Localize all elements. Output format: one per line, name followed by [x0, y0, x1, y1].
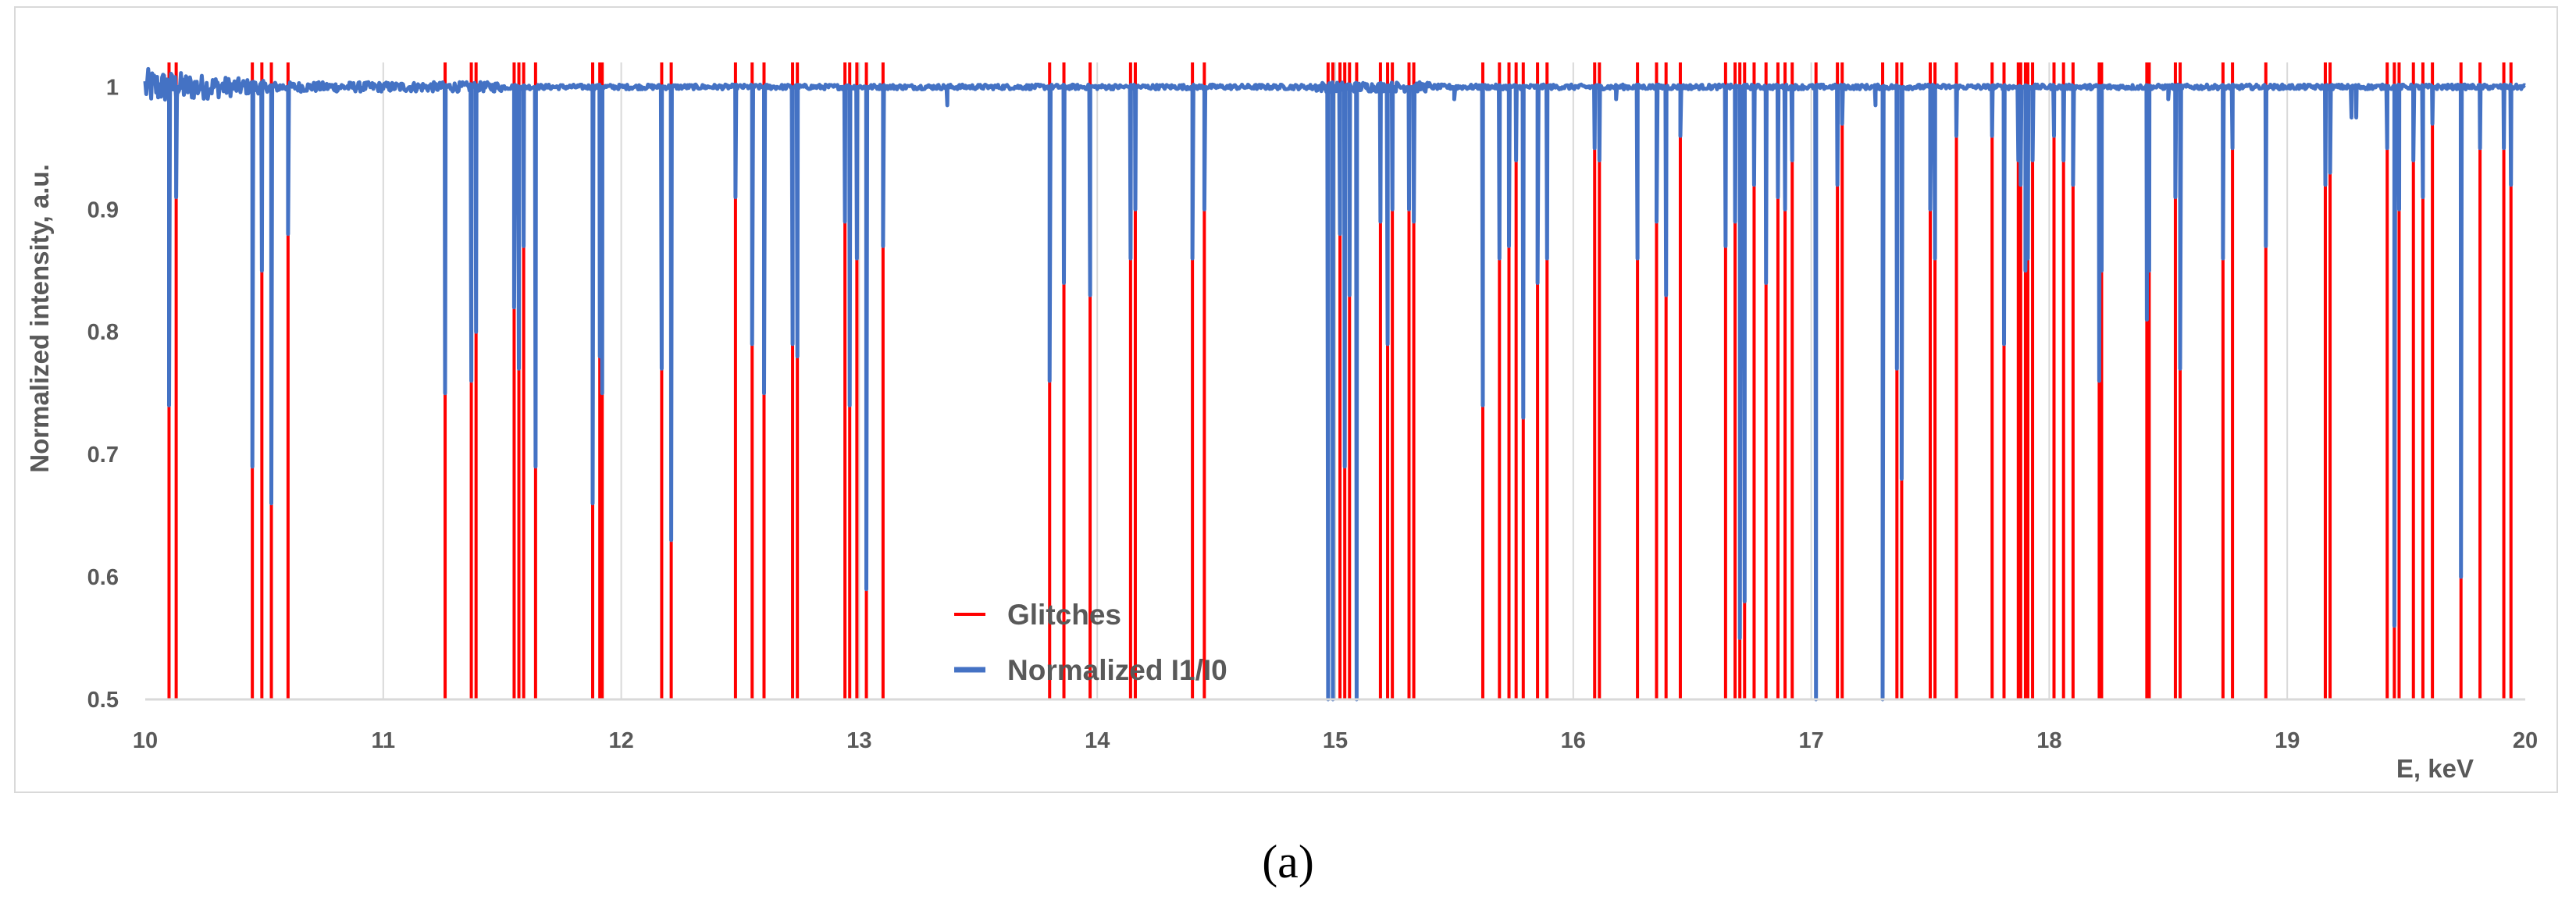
x-axis-title: E, keV — [2396, 754, 2474, 783]
x-tick-label: 17 — [1798, 728, 1823, 753]
x-tick-label: 13 — [846, 728, 871, 753]
y-tick-label: 1 — [106, 75, 119, 100]
x-tick-label: 20 — [2513, 728, 2538, 753]
x-tick-label: 10 — [133, 728, 158, 753]
normalized-line — [143, 66, 2527, 702]
y-axis-title: Normalized intensity, a.u. — [25, 164, 54, 472]
x-tick-label: 16 — [1561, 728, 1586, 753]
figure-caption: (a) — [1262, 836, 1314, 888]
chart: 10 11 12 13 14 15 16 17 18 19 20 0.5 0.6 0.7 0.8 0.9 1 G… — [25, 62, 2538, 783]
y-tick-label: 0.9 — [87, 197, 119, 222]
x-tick-label: 11 — [371, 728, 395, 753]
normalized-series — [143, 66, 2527, 702]
x-tick-label: 14 — [1085, 728, 1110, 753]
y-tick-label: 0.8 — [87, 320, 119, 345]
axes: 10 11 12 13 14 15 16 17 18 19 20 0.5 0.6 0.7 0.8 0.9 1 — [87, 75, 2538, 753]
legend-glitches-label: Glitches — [1007, 599, 1121, 631]
y-tick-label: 0.7 — [87, 443, 119, 468]
chart-frame — [14, 6, 2558, 793]
x-tick-label: 15 — [1323, 728, 1348, 753]
legend-normalized-label: Normalized I1/I0 — [1007, 654, 1227, 686]
legend: Glitches Normalized I1/I0 — [954, 599, 1227, 686]
x-tick-label: 18 — [2036, 728, 2061, 753]
x-tick-label: 12 — [608, 728, 633, 753]
grid-lines — [382, 62, 2289, 699]
y-tick-label: 0.5 — [87, 688, 119, 713]
y-tick-label: 0.6 — [87, 565, 119, 590]
x-tick-label: 19 — [2275, 728, 2300, 753]
